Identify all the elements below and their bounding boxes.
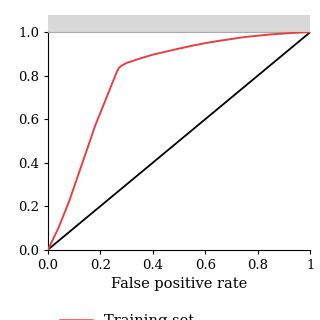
Legend: Training set: Training set [54,308,199,320]
Bar [48,15,310,32]
X-axis label: False positive rate: False positive rate [111,277,247,291]
